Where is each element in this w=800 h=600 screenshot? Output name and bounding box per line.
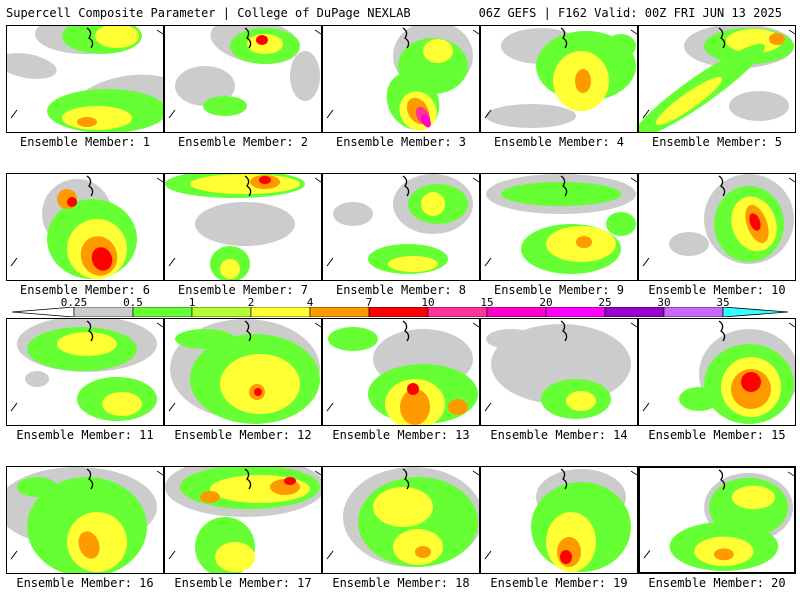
scp-field-map: [165, 174, 321, 280]
scp-field-map: [642, 174, 795, 267]
run-valid-time: 06Z GEFS | F162 Valid: 00Z FRI JUN 13 20…: [478, 6, 782, 20]
ensemble-caption: Ensemble Member: 20: [648, 576, 786, 590]
scp-field-map: [484, 27, 637, 128]
ensemble-map-8[interactable]: [322, 173, 480, 281]
colorbar-tick-label: 2: [247, 296, 255, 309]
ensemble-map-10[interactable]: [638, 173, 796, 281]
scp-field-map: [7, 26, 163, 132]
colorbar-segment: [663, 307, 724, 317]
ensemble-map-6[interactable]: [6, 173, 164, 281]
scp-field-map: [326, 467, 479, 567]
scp-field-map: [326, 174, 479, 274]
ensemble-caption: Ensemble Member: 10: [648, 283, 786, 297]
colorbar-segment: [545, 307, 606, 317]
colorbar-tick-label: 4: [306, 296, 314, 309]
ensemble-caption: Ensemble Member: 1: [19, 135, 151, 149]
ensemble-caption: Ensemble Member: 7: [177, 283, 309, 297]
ensemble-caption: Ensemble Member: 18: [332, 576, 470, 590]
scp-field-map: [168, 26, 321, 119]
ensemble-map-9[interactable]: [480, 173, 638, 281]
ensemble-map-1[interactable]: [6, 25, 164, 133]
scp-field-map: [484, 468, 637, 572]
ensemble-map-12[interactable]: [164, 318, 322, 426]
ensemble-caption: Ensemble Member: 16: [16, 576, 154, 590]
colorbar-segment: [604, 307, 665, 317]
scp-field-map: [643, 469, 794, 572]
colorbar-segment: [250, 307, 311, 317]
ensemble-map-14[interactable]: [480, 318, 638, 426]
colorbar-tick-label: 15: [480, 296, 494, 309]
ensemble-map-16[interactable]: [6, 466, 164, 574]
ensemble-caption: Ensemble Member: 2: [177, 135, 309, 149]
colorbar-segment: [191, 307, 252, 317]
colorbar-tick-label: 25: [598, 296, 612, 309]
ensemble-map-17[interactable]: [164, 466, 322, 574]
ensemble-caption: Ensemble Member: 19: [490, 576, 628, 590]
scp-field-map: [642, 320, 795, 424]
ensemble-caption: Ensemble Member: 15: [648, 428, 786, 442]
colorbar-tick-label: 0.25: [60, 296, 88, 309]
colorbar-right-arrow: [722, 307, 788, 317]
page-title: Supercell Composite Parameter | College …: [6, 6, 411, 20]
ensemble-caption: Ensemble Member: 12: [174, 428, 312, 442]
ensemble-caption: Ensemble Member: 6: [19, 283, 151, 297]
colorbar-segment: [368, 307, 429, 317]
ensemble-caption: Ensemble Member: 11: [16, 428, 154, 442]
ensemble-map-13[interactable]: [322, 318, 480, 426]
ensemble-map-7[interactable]: [164, 173, 322, 281]
ensemble-map-4[interactable]: [480, 25, 638, 133]
ensemble-map-2[interactable]: [164, 25, 322, 133]
colorbar-tick-label: 7: [365, 296, 373, 309]
ensemble-map-18[interactable]: [322, 466, 480, 574]
ensemble-caption: Ensemble Member: 4: [493, 135, 625, 149]
colorbar-tick-label: 0.5: [123, 296, 143, 309]
color-scale-bar: [12, 307, 788, 317]
ensemble-caption: Ensemble Member: 3: [335, 135, 467, 149]
colorbar-segment: [427, 307, 488, 317]
colorbar-segment: [309, 307, 370, 317]
scp-field-map: [7, 467, 163, 573]
scp-field-map: [639, 26, 795, 132]
ensemble-map-20[interactable]: [638, 466, 796, 574]
ensemble-caption: Ensemble Member: 9: [493, 283, 625, 297]
ensemble-map-19[interactable]: [480, 466, 638, 574]
ensemble-map-3[interactable]: [322, 25, 480, 133]
colorbar-tick-label: 1: [188, 296, 196, 309]
scp-field-map: [10, 319, 163, 421]
scp-field-map: [484, 320, 637, 419]
ensemble-map-15[interactable]: [638, 318, 796, 426]
colorbar-tick-label: 20: [539, 296, 553, 309]
scp-field-map: [165, 467, 321, 573]
ensemble-map-11[interactable]: [6, 318, 164, 426]
header: Supercell Composite Parameter | College …: [0, 0, 800, 22]
ensemble-map-5[interactable]: [638, 25, 796, 133]
colorbar-tick-label: 30: [657, 296, 671, 309]
ensemble-caption: Ensemble Member: 5: [651, 135, 783, 149]
ensemble-caption: Ensemble Member: 13: [332, 428, 470, 442]
ensemble-caption: Ensemble Member: 17: [174, 576, 312, 590]
scp-field-map: [484, 174, 637, 274]
colorbar-tick-label: 35: [716, 296, 730, 309]
scp-field-map: [168, 319, 321, 424]
ensemble-caption: Ensemble Member: 14: [490, 428, 628, 442]
scp-field-map: [10, 175, 163, 279]
colorbar-tick-label: 10: [421, 296, 435, 309]
ensemble-caption: Ensemble Member: 8: [335, 283, 467, 297]
colorbar-segment: [486, 307, 547, 317]
scp-field-map: [326, 320, 479, 425]
scp-field-map: [326, 26, 479, 131]
